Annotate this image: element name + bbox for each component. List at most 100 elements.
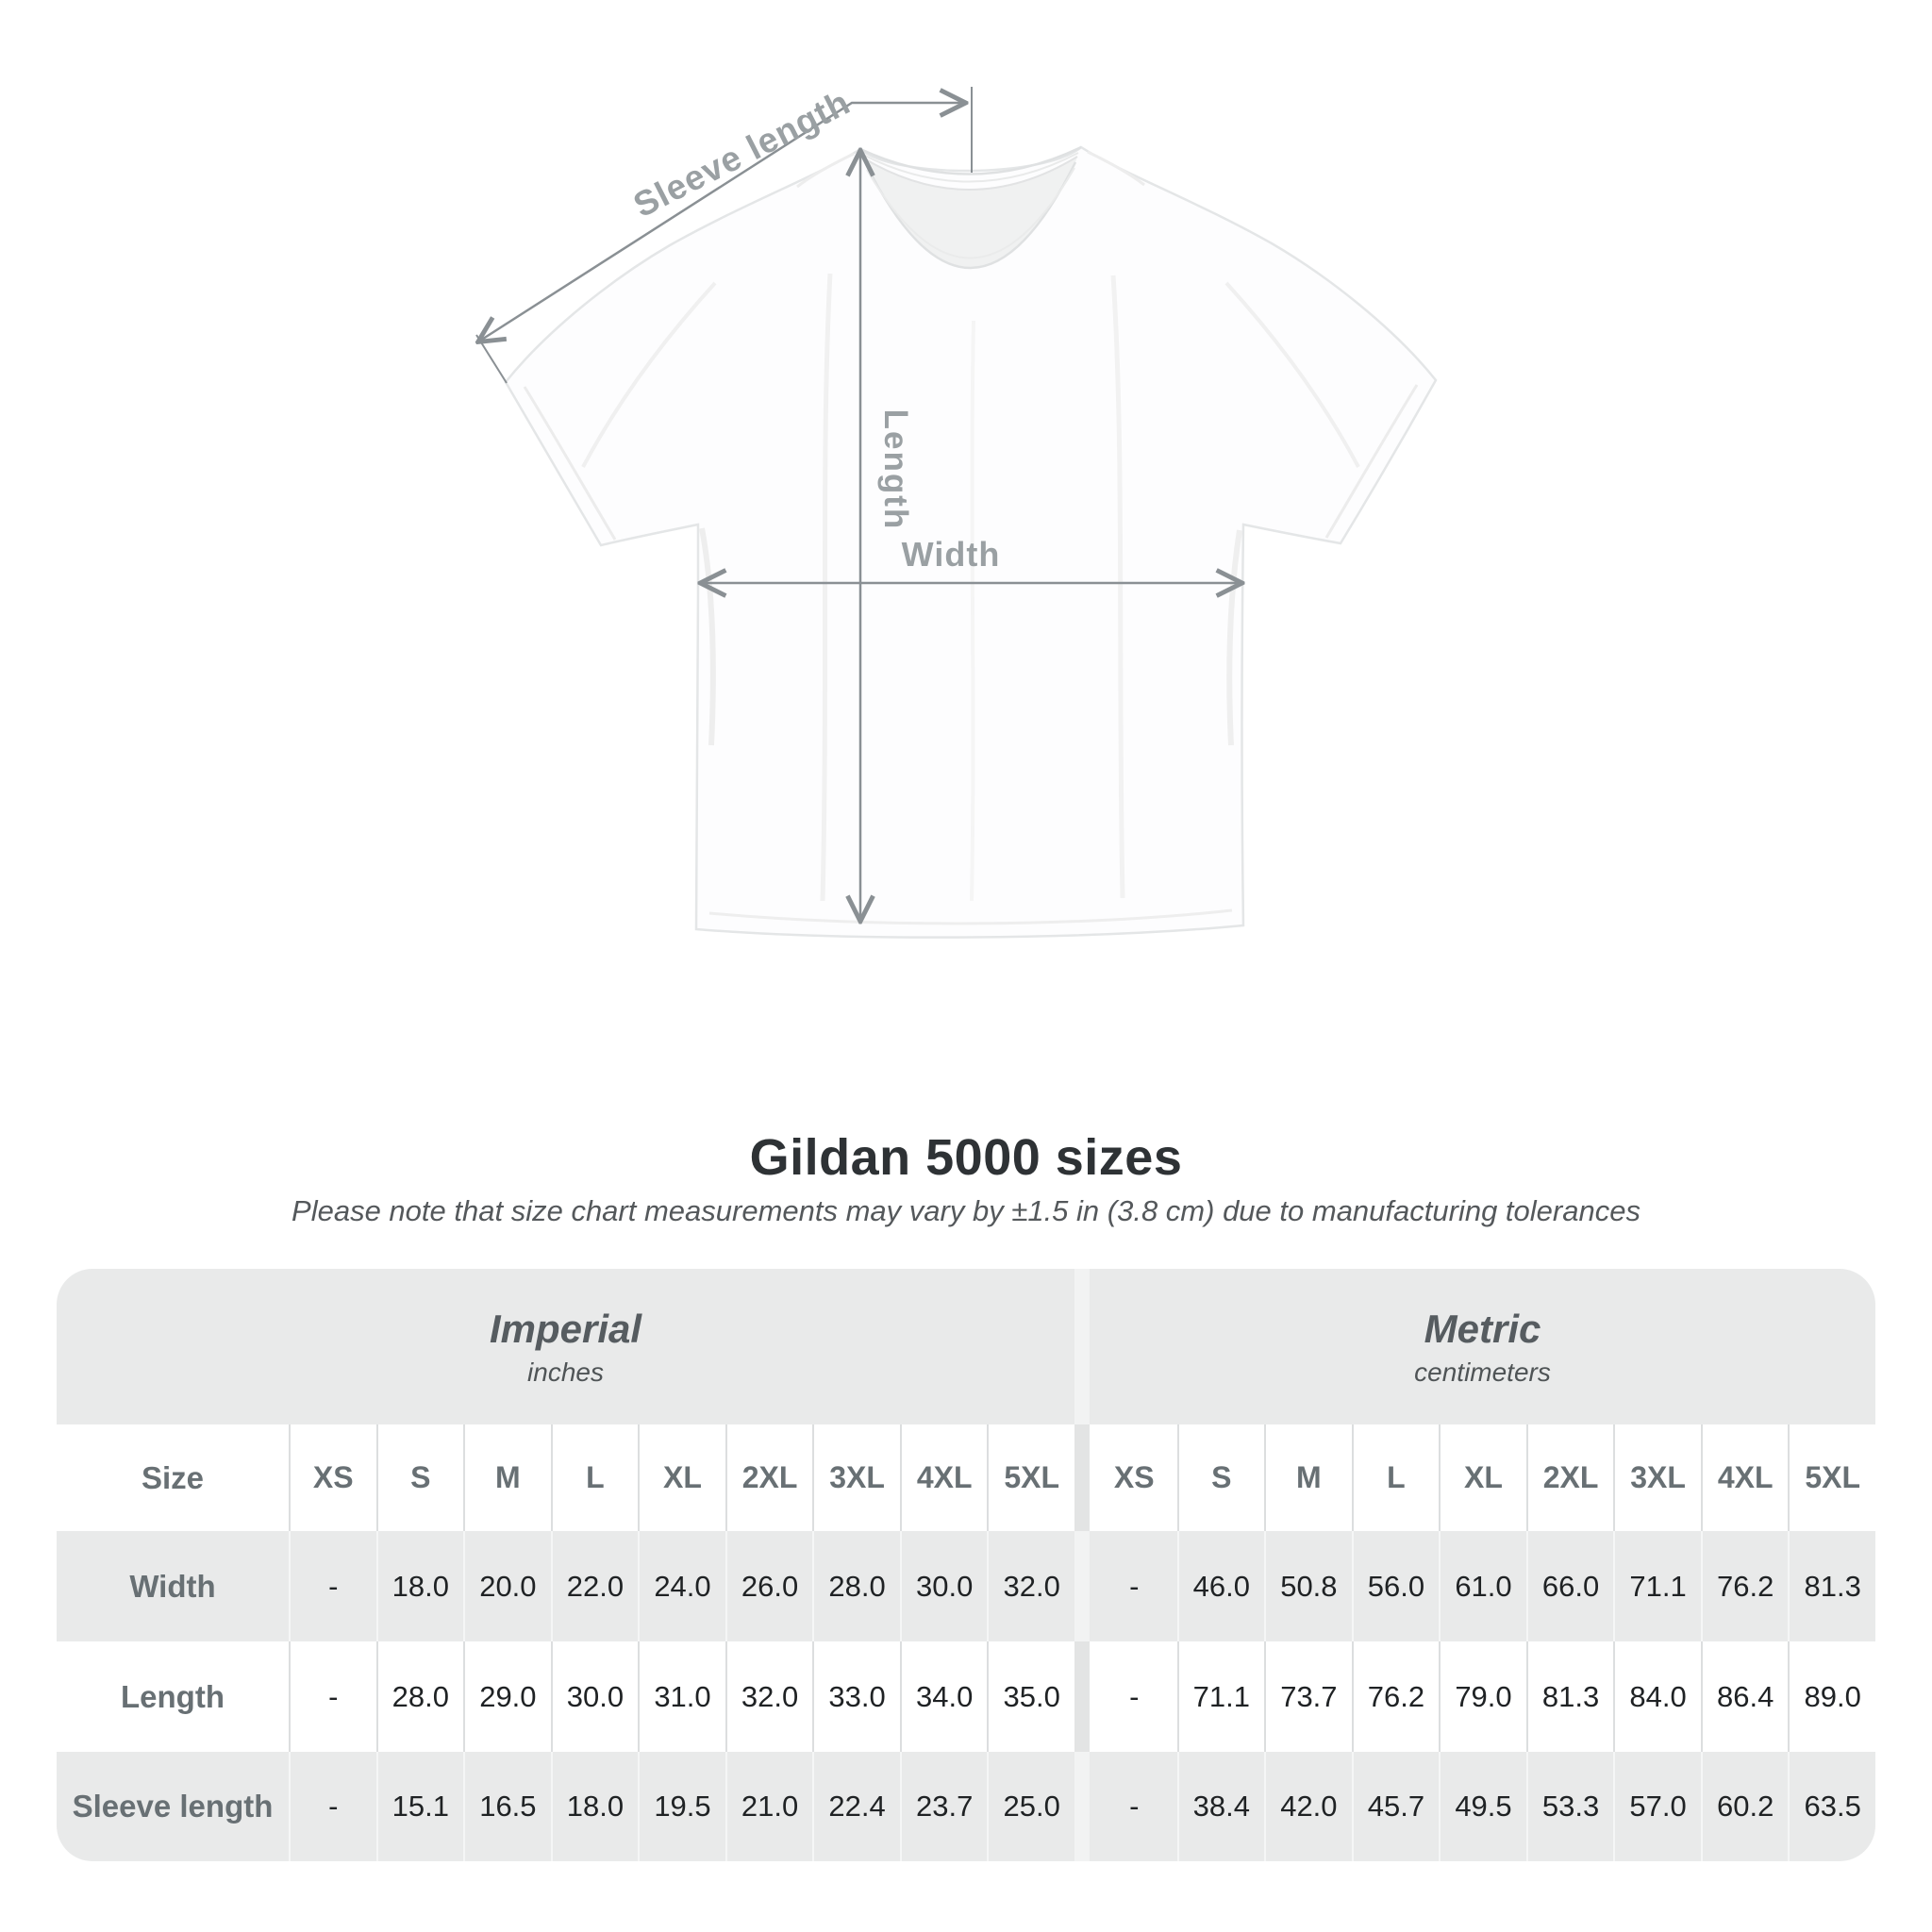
data-cell: 22.4 <box>812 1752 900 1861</box>
data-cell: 15.1 <box>375 1752 464 1861</box>
size-header: S <box>375 1424 464 1531</box>
size-header: M <box>1264 1424 1352 1531</box>
data-cell: 86.4 <box>1700 1641 1789 1752</box>
data-cell: - <box>1090 1752 1177 1861</box>
data-cell: 32.0 <box>987 1531 1074 1641</box>
size-header-label: Size <box>57 1424 289 1531</box>
size-header: S <box>1176 1424 1265 1531</box>
fold-line <box>1110 275 1125 899</box>
sleeve-crease <box>1224 281 1360 468</box>
size-header: L <box>550 1424 639 1531</box>
page-title: Gildan 5000 sizes <box>749 1129 1183 1186</box>
data-cell: 79.0 <box>1439 1641 1526 1752</box>
data-cell: 21.0 <box>724 1752 813 1861</box>
width-label: Width <box>902 535 1001 574</box>
data-cell: 19.5 <box>638 1752 725 1861</box>
data-cell: 57.0 <box>1613 1752 1701 1861</box>
data-cell: 53.3 <box>1525 1752 1614 1861</box>
data-cell: 42.0 <box>1264 1752 1352 1861</box>
data-cell: 71.1 <box>1176 1641 1265 1752</box>
unit-divider <box>1074 1531 1090 1641</box>
data-cell: 49.5 <box>1439 1752 1526 1861</box>
sleeve-length-arrow <box>480 103 963 341</box>
data-cell: 56.0 <box>1351 1531 1440 1641</box>
cuff-seam <box>523 386 617 541</box>
data-cell: 71.1 <box>1613 1531 1701 1641</box>
data-cell: 18.0 <box>375 1531 464 1641</box>
data-cell: 84.0 <box>1613 1641 1701 1752</box>
data-cell: 38.4 <box>1176 1752 1265 1861</box>
size-header: 3XL <box>812 1424 900 1531</box>
metric-title: Metric <box>1424 1306 1541 1351</box>
row-label: Width <box>57 1531 289 1641</box>
data-cell: - <box>1090 1641 1177 1752</box>
data-cell: 61.0 <box>1439 1531 1526 1641</box>
data-cell: 28.0 <box>812 1531 900 1641</box>
size-header: L <box>1351 1424 1440 1531</box>
metric-band: Metric centimeters <box>1090 1269 1875 1424</box>
underarm-shadow <box>699 527 716 746</box>
data-cell: 46.0 <box>1176 1531 1265 1641</box>
size-header: XS <box>289 1424 376 1531</box>
imperial-unit: inches <box>527 1357 604 1387</box>
size-header: 4XL <box>899 1424 988 1531</box>
underarm-shadow <box>1226 529 1242 746</box>
unit-divider <box>1074 1269 1090 1424</box>
data-cell: 34.0 <box>899 1641 988 1752</box>
data-cell: 35.0 <box>987 1641 1074 1752</box>
size-header: XL <box>1439 1424 1526 1531</box>
data-cell: - <box>1090 1531 1177 1641</box>
data-cell: 20.0 <box>463 1531 551 1641</box>
data-cell: 23.7 <box>899 1752 988 1861</box>
row-label: Length <box>57 1641 289 1752</box>
size-header: 5XL <box>1788 1424 1875 1531</box>
data-cell: 30.0 <box>899 1531 988 1641</box>
size-header: 2XL <box>1525 1424 1614 1531</box>
measurement-annotations <box>476 87 1240 919</box>
cuff-seam <box>1324 384 1419 539</box>
data-cell: 26.0 <box>724 1531 813 1641</box>
size-header: XL <box>638 1424 725 1531</box>
data-cell: 25.0 <box>987 1752 1074 1861</box>
data-cell: - <box>289 1641 376 1752</box>
data-cell: 28.0 <box>375 1641 464 1752</box>
imperial-band: Imperial inches <box>57 1269 1074 1424</box>
data-cell: 73.7 <box>1264 1641 1352 1752</box>
length-label: Length <box>877 409 914 531</box>
size-header: 5XL <box>987 1424 1074 1531</box>
tshirt-graphic <box>504 145 1438 939</box>
data-cell: 33.0 <box>812 1641 900 1752</box>
data-cell: 24.0 <box>638 1531 725 1641</box>
fold-line <box>970 320 975 902</box>
data-cell: 60.2 <box>1700 1752 1789 1861</box>
row-label: Sleeve length <box>57 1752 289 1861</box>
imperial-title: Imperial <box>489 1306 642 1351</box>
sleeve-witness-line <box>475 334 508 384</box>
data-cell: 22.0 <box>550 1531 639 1641</box>
data-cell: 32.0 <box>724 1641 813 1752</box>
size-header: 3XL <box>1613 1424 1701 1531</box>
size-header: M <box>463 1424 551 1531</box>
size-header: 2XL <box>724 1424 813 1531</box>
data-cell: - <box>289 1531 376 1641</box>
data-cell: 16.5 <box>463 1752 551 1861</box>
unit-divider <box>1074 1424 1090 1531</box>
data-cell: 29.0 <box>463 1641 551 1752</box>
hem-stitch <box>708 908 1233 925</box>
data-cell: 30.0 <box>550 1641 639 1752</box>
size-table: Imperial inches Metric centimeters Size … <box>57 1269 1875 1861</box>
data-cell: 50.8 <box>1264 1531 1352 1641</box>
page-subtitle: Please note that size chart measurements… <box>291 1194 1641 1227</box>
unit-divider <box>1074 1641 1090 1752</box>
data-cell: 66.0 <box>1525 1531 1614 1641</box>
fold-line <box>820 273 833 902</box>
size-header: XS <box>1090 1424 1177 1531</box>
data-cell: 45.7 <box>1351 1752 1440 1861</box>
data-cell: 81.3 <box>1788 1531 1875 1641</box>
metric-unit: centimeters <box>1414 1357 1551 1387</box>
size-header: 4XL <box>1700 1424 1789 1531</box>
data-cell: 81.3 <box>1525 1641 1614 1752</box>
tshirt-diagram: Sleeve length Length Width <box>0 83 1438 939</box>
data-cell: 76.2 <box>1351 1641 1440 1752</box>
data-cell: - <box>289 1752 376 1861</box>
